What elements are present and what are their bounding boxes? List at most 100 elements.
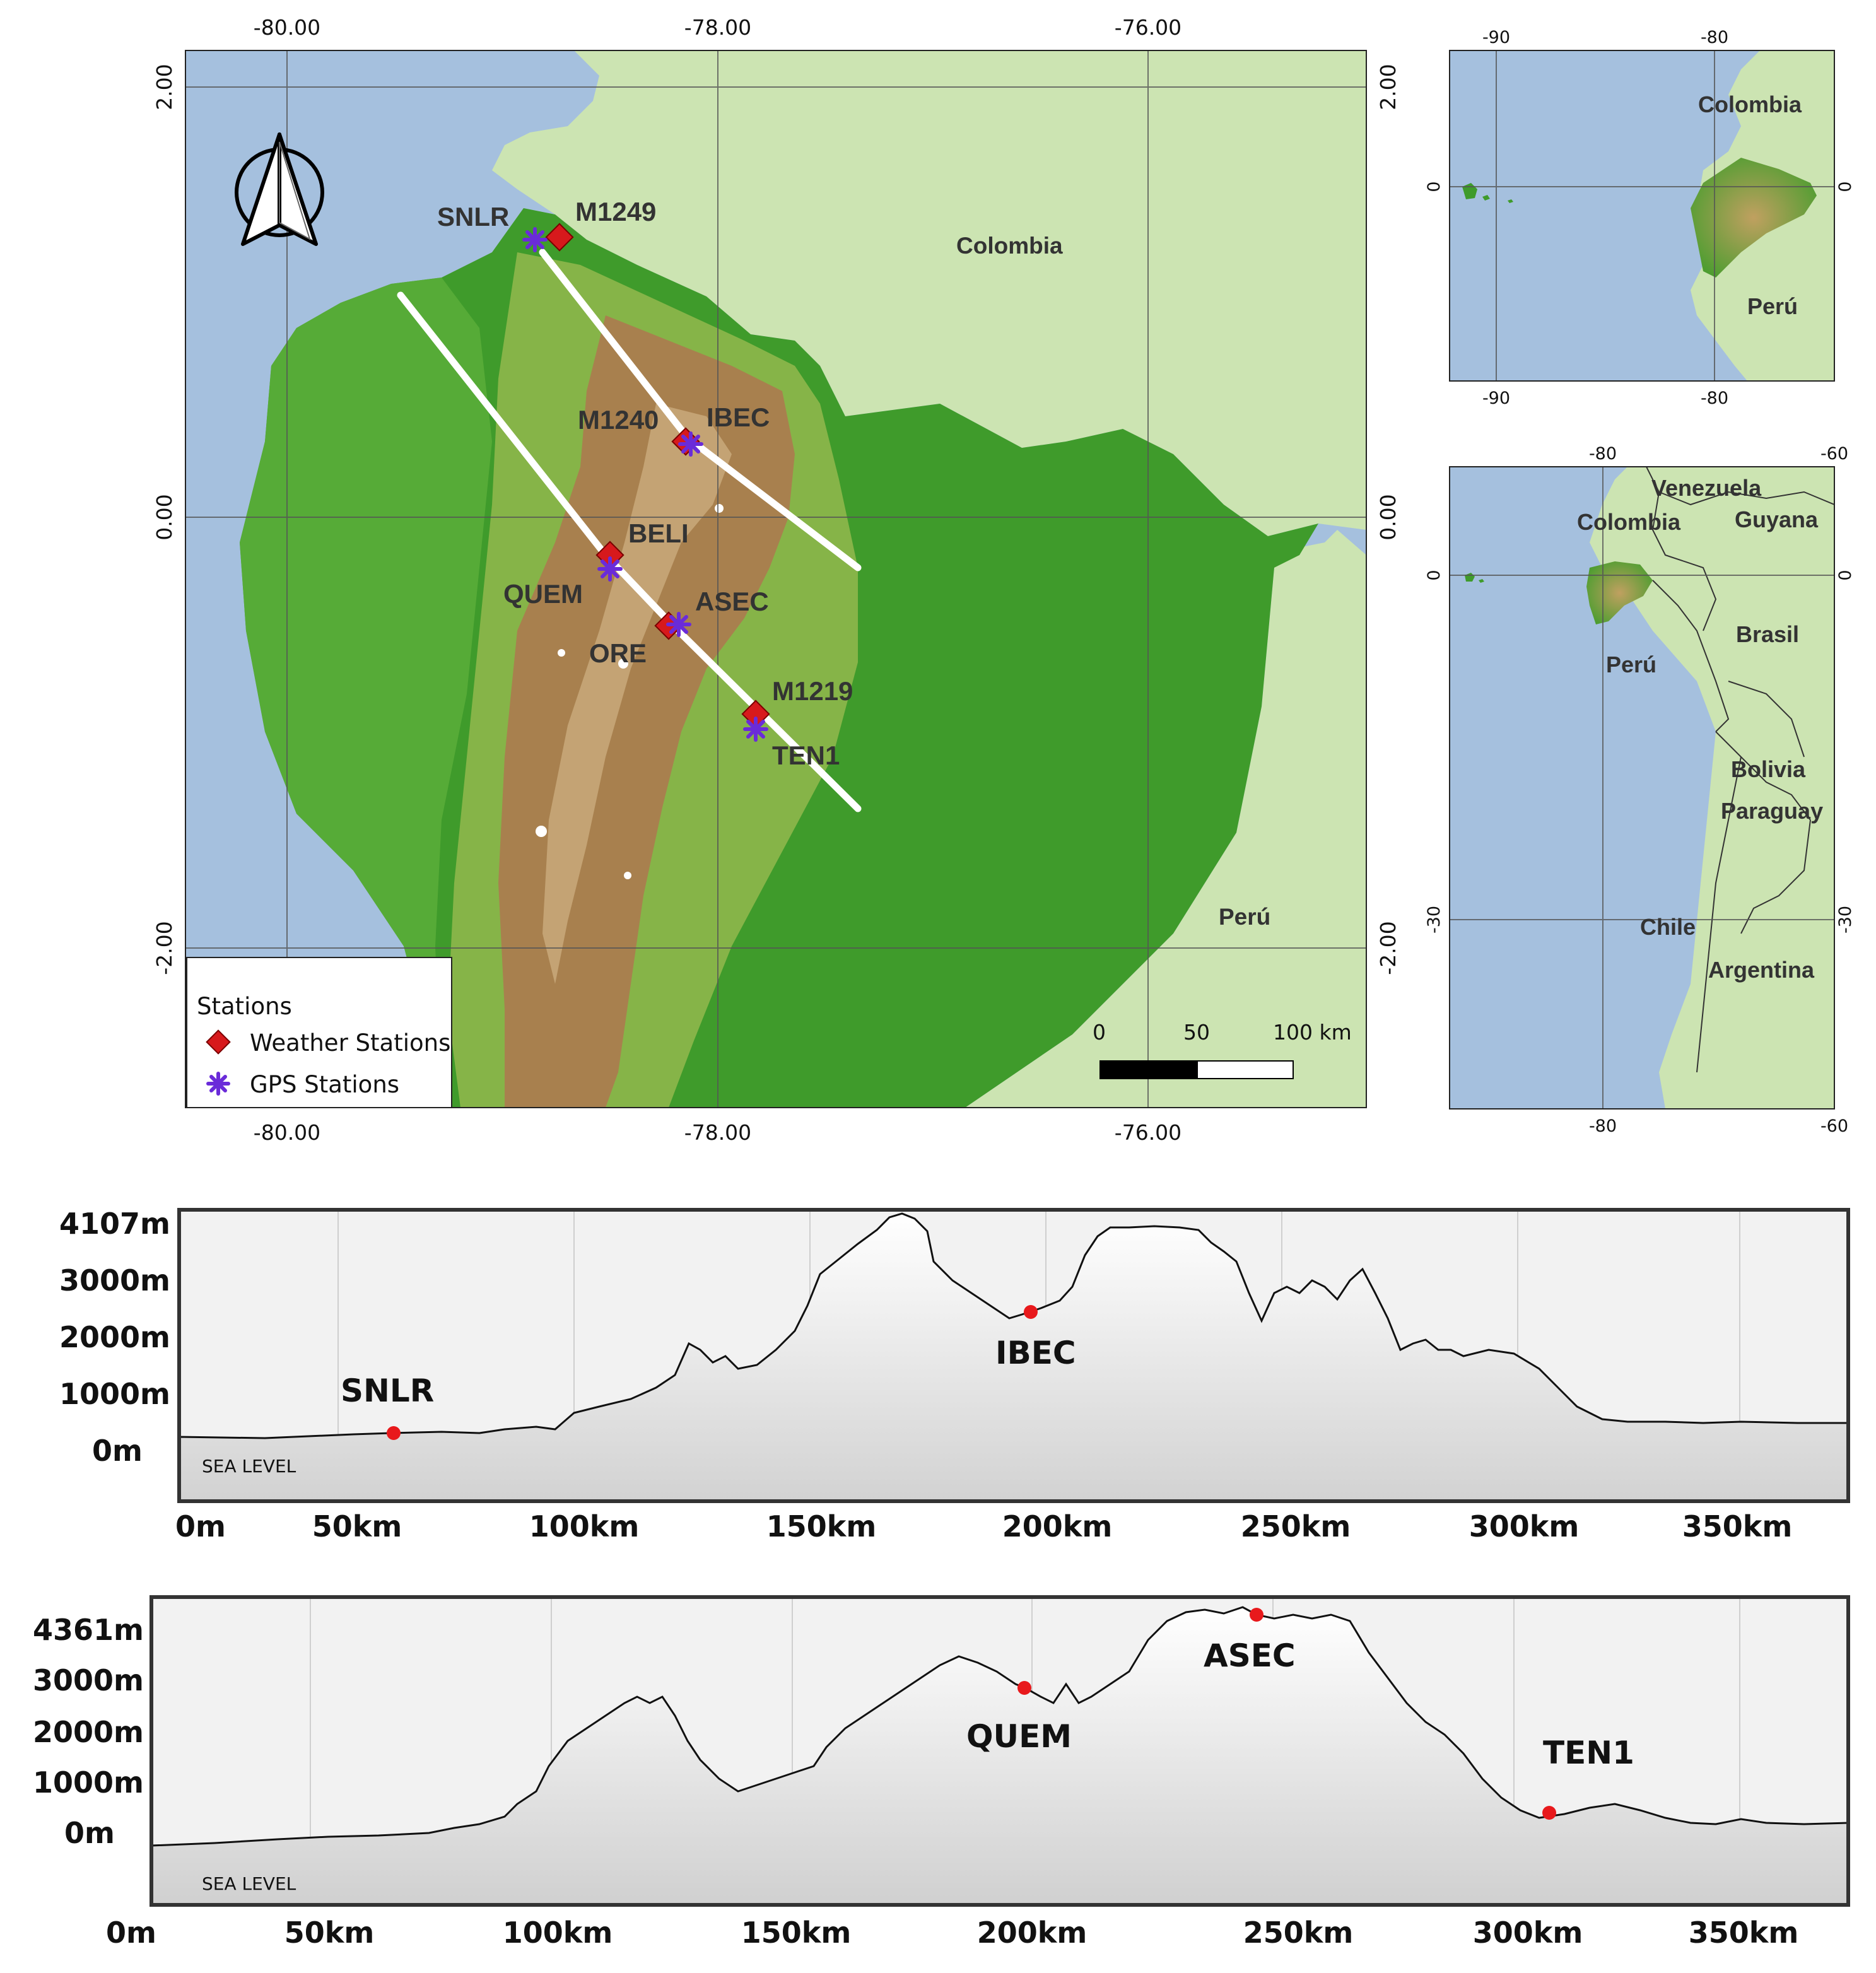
profile-1-marker-snlr[interactable]	[387, 1426, 401, 1440]
profile-1-y-label-5: 0m	[92, 1434, 143, 1468]
country-colombia: Colombia	[956, 233, 1063, 259]
profile-2-label-ten1: TEN1	[1543, 1735, 1634, 1771]
lat-right-1: 2.00	[1376, 64, 1400, 110]
inset-bottom-lon-bottom-2: -60	[1820, 1116, 1848, 1136]
scale-label-0: 0	[1093, 1020, 1106, 1045]
profile-2-y-label-3: 2000m	[33, 1715, 144, 1749]
label-ibec: IBEC	[706, 402, 770, 432]
profile-2-sea-level: SEA LEVEL	[202, 1873, 296, 1894]
label-m1240: M1240	[578, 405, 659, 435]
lon-bottom-3: -76.00	[1115, 1120, 1181, 1145]
profile-2-y-label-2: 3000m	[33, 1663, 144, 1697]
profile-1-y-label-3: 2000m	[59, 1320, 170, 1354]
profile-2-x-label-5: 200km	[977, 1916, 1087, 1950]
lat-right-3: -2.00	[1376, 921, 1400, 975]
profile-2-x-label-7: 300km	[1473, 1916, 1583, 1950]
profile-1-x-label-7: 300km	[1469, 1509, 1580, 1543]
profile-1-sea-level: SEA LEVEL	[202, 1456, 296, 1477]
inset-top-lat-left: 0	[1424, 181, 1444, 192]
profile-2-x-label-3: 100km	[503, 1916, 613, 1950]
inset-bottom-chile: Chile	[1640, 914, 1696, 940]
profile-2-y-label-1: 4361m	[33, 1613, 144, 1647]
profile-2-marker-quem[interactable]	[1017, 1681, 1031, 1695]
profile-1-x-label-2: 50km	[312, 1509, 402, 1543]
inset-bottom-lat-right-1: 0	[1836, 570, 1855, 580]
profile-2-x-label-2: 50km	[284, 1916, 375, 1950]
profile-2: QUEM ASEC TEN1 SEA LEVEL	[151, 1597, 1848, 1905]
gps-station-snlr[interactable]	[524, 229, 546, 250]
label-quem: QUEM	[503, 579, 583, 609]
profile-1-label-snlr: SNLR	[341, 1373, 434, 1409]
inset-top-peru: Perú	[1747, 293, 1798, 319]
gps-station-asec[interactable]	[668, 614, 689, 635]
profile-1-x-label-4: 150km	[766, 1509, 877, 1543]
inset-bottom-lon-bottom-1: -80	[1589, 1116, 1617, 1136]
main-map: SNLR M1249 M1240 IBEC BELI QUEM ASEC ORE…	[185, 50, 1366, 1109]
lon-top-1: -80.00	[254, 15, 320, 40]
inset-bottom-lon-top-2: -60	[1820, 444, 1848, 464]
lat-left-1: 2.00	[152, 64, 177, 110]
lat-right-2: 0.00	[1376, 494, 1400, 540]
label-ten1: TEN1	[772, 741, 840, 770]
legend-weather-label: Weather Stations	[250, 1029, 450, 1057]
label-beli: BELI	[628, 518, 689, 548]
inset-top-lat-right: 0	[1836, 181, 1855, 192]
inset-bottom-bolivia: Bolivia	[1731, 756, 1806, 782]
snow-peak	[558, 649, 565, 657]
inset-top-lon-bottom-2: -80	[1701, 389, 1728, 408]
profile-1-marker-ibec[interactable]	[1024, 1305, 1038, 1319]
label-m1249: M1249	[575, 197, 656, 226]
lat-left-2: 0.00	[152, 494, 177, 540]
profile-2-y-label-5: 0m	[64, 1816, 115, 1850]
inset-bottom-lon-top-1: -80	[1589, 444, 1617, 464]
scale-label-50: 50	[1183, 1020, 1210, 1045]
legend: Stations Weather Stations GPS Stations	[187, 957, 452, 1109]
profile-1-y-label-2: 3000m	[59, 1263, 170, 1297]
profile-1-x-label-6: 250km	[1241, 1509, 1351, 1543]
scale-label-100: 100 km	[1273, 1020, 1352, 1045]
lon-bottom-2: -78.00	[684, 1120, 751, 1145]
profile-2-y-label-4: 1000m	[33, 1765, 144, 1800]
inset-top-colombia: Colombia	[1698, 91, 1802, 117]
lon-top-3: -76.00	[1115, 15, 1181, 40]
profile-2-x-label-8: 350km	[1689, 1916, 1799, 1950]
profile-1-label-ibec: IBEC	[995, 1335, 1076, 1371]
legend-gps-icon	[208, 1074, 228, 1094]
legend-title: Stations	[197, 993, 292, 1020]
inset-top-map: Colombia Perú	[1450, 50, 1834, 381]
label-asec: ASEC	[695, 587, 769, 616]
profile-2-x-label-6: 250km	[1243, 1916, 1354, 1950]
inset-bottom-peru: Perú	[1606, 652, 1656, 677]
profile-2-label-asec: ASEC	[1204, 1637, 1296, 1674]
gps-station-ten1[interactable]	[745, 718, 766, 740]
legend-gps-label: GPS Stations	[250, 1071, 399, 1098]
snow-peak	[715, 504, 724, 513]
profile-1: SNLR IBEC SEA LEVEL	[179, 1210, 1848, 1501]
lon-bottom-1: -80.00	[254, 1120, 320, 1145]
inset-bottom-colombia: Colombia	[1577, 509, 1681, 535]
inset-bottom-map: Venezuela Colombia Guyana Brasil Perú Bo…	[1450, 467, 1834, 1109]
profile-1-x-label-5: 200km	[1002, 1509, 1113, 1543]
lon-top-2: -78.00	[684, 15, 751, 40]
snow-peak	[536, 826, 547, 837]
profile-1-x-label-1: 0m	[175, 1509, 226, 1543]
lat-left-3: -2.00	[152, 921, 177, 975]
inset-bottom-venezuela: Venezuela	[1651, 475, 1762, 501]
inset-bottom-lat-left-2: -30	[1424, 906, 1444, 934]
gps-station-ibec[interactable]	[680, 433, 701, 455]
profile-2-marker-ten1[interactable]	[1542, 1806, 1556, 1820]
inset-top-lon-top-1: -90	[1482, 28, 1510, 47]
country-peru: Perú	[1219, 904, 1270, 930]
label-m1219: M1219	[772, 676, 853, 706]
gps-station-quem[interactable]	[599, 558, 621, 580]
inset-bottom-paraguay: Paraguay	[1721, 798, 1823, 824]
inset-bottom-lat-left-1: 0	[1424, 570, 1444, 580]
inset-top-lon-top-2: -80	[1701, 28, 1728, 47]
inset-bottom-lat-right-2: -30	[1836, 906, 1855, 934]
profile-2-label-quem: QUEM	[966, 1718, 1072, 1755]
profile-1-x-label-8: 350km	[1682, 1509, 1793, 1543]
inset-bottom-guyana: Guyana	[1735, 506, 1819, 532]
inset-top-lon-bottom-1: -90	[1482, 389, 1510, 408]
profile-2-marker-asec[interactable]	[1250, 1608, 1263, 1622]
profile-1-y-label-1: 4107m	[59, 1207, 170, 1241]
